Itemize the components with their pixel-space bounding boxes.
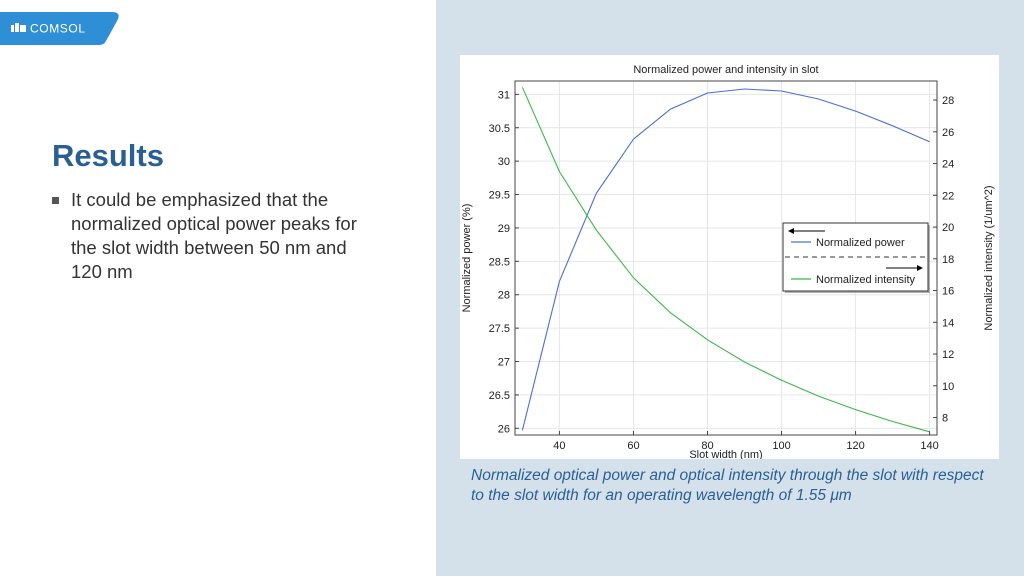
- y2-tick-label: 14: [942, 317, 954, 329]
- figure-caption: Normalized optical power and optical int…: [471, 467, 984, 504]
- x-tick-label: 100: [772, 440, 790, 452]
- legend-label-power: Normalized power: [816, 237, 905, 249]
- y-axis-label: Normalized power (%): [461, 204, 473, 313]
- chart-title: Normalized power and intensity in slot: [633, 64, 818, 76]
- y2-tick-label: 18: [942, 254, 954, 266]
- text-panel: COMSOL Results It could be emphasized th…: [0, 0, 436, 576]
- y-tick-label: 30.5: [489, 123, 510, 135]
- line-chart: 40 60 80 100 120 140 26 26.5 27 27.5 28 28.5 29 29.5 3…: [461, 64, 995, 459]
- y-tick-label: 30: [498, 156, 510, 168]
- series-line-normalized-power: [521, 88, 930, 431]
- y-tick-label: 27.5: [489, 323, 510, 335]
- x-tick-label: 60: [627, 440, 639, 452]
- right-arrowhead-icon: [917, 265, 923, 271]
- series-line-normalized-intensity: [521, 87, 930, 433]
- plot-frame: [514, 80, 938, 436]
- x-tick-label: 120: [846, 440, 864, 452]
- y-tick-label: 29: [498, 223, 510, 235]
- y2-tick-label: 24: [942, 159, 954, 171]
- x-axis-label: Slot width (nm): [689, 449, 762, 459]
- y-tick-label: 31: [498, 89, 510, 101]
- square-bullet-icon: [52, 197, 59, 204]
- y2-tick-label: 16: [942, 286, 954, 298]
- y-tick-label: 28: [498, 290, 510, 302]
- comsol-logo: COMSOL: [0, 12, 120, 45]
- legend-label-intensity: Normalized intensity: [816, 274, 916, 286]
- y-tick-label: 27: [498, 357, 510, 369]
- slide-title: Results: [52, 138, 164, 173]
- y-tick-label: 26.5: [489, 390, 510, 402]
- y-tick-label: 26: [498, 423, 510, 435]
- y2-tick-label: 10: [942, 381, 954, 393]
- y2-tick-label: 12: [942, 349, 954, 361]
- y2-axis-label: Normalized intensity (1/um^2): [983, 185, 995, 330]
- left-arrowhead-icon: [788, 228, 794, 234]
- bullet-text: It could be emphasized that the normaliz…: [71, 189, 357, 282]
- x-tick-label: 40: [553, 440, 565, 452]
- logo-text: COMSOL: [30, 22, 86, 36]
- x-tick-label: 80: [701, 440, 713, 452]
- y2-tick-label: 8: [942, 413, 948, 425]
- bullet-item: It could be emphasized that the normaliz…: [52, 188, 382, 284]
- y-tick-label: 28.5: [489, 256, 510, 268]
- y-tick-label: 29.5: [489, 190, 510, 202]
- y2-tick-label: 22: [942, 190, 954, 202]
- y2-tick-label: 26: [942, 127, 954, 139]
- chart-container: 40 60 80 100 120 140 26 26.5 27 27.5 28 28.5 29 29.5 3…: [460, 55, 999, 459]
- y2-tick-label: 20: [942, 222, 954, 234]
- x-tick-label: 140: [920, 440, 938, 452]
- y2-tick-label: 28: [942, 95, 954, 107]
